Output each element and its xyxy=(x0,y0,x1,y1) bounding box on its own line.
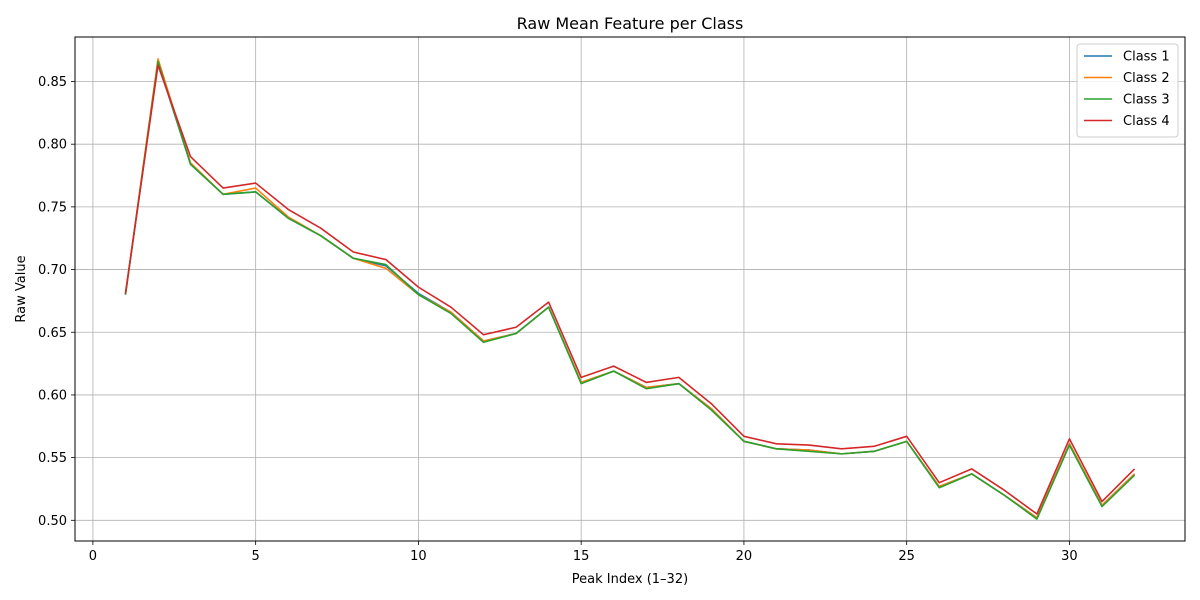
x-tick-label: 20 xyxy=(736,549,753,564)
y-tick-label: 0.60 xyxy=(38,388,67,403)
x-tick-label: 15 xyxy=(573,549,590,564)
y-tick-label: 0.70 xyxy=(38,263,67,278)
x-tick-label: 10 xyxy=(410,549,427,564)
x-axis-label: Peak Index (1–32) xyxy=(572,572,688,587)
legend-box xyxy=(1076,43,1179,138)
y-tick-label: 0.85 xyxy=(38,75,67,90)
y-tick-label: 0.50 xyxy=(38,514,67,529)
y-tick-label: 0.75 xyxy=(38,200,67,215)
x-tick-label: 30 xyxy=(1061,549,1078,564)
y-axis-label: Raw Value xyxy=(14,255,29,322)
y-tick-label: 0.80 xyxy=(38,138,67,153)
y-tick-label: 0.55 xyxy=(38,451,67,466)
series-line-class-4 xyxy=(124,64,1136,515)
ticks: 0 5 10 15 20 25 30 0.50 0.55 0.60 0.65 0.70 0.75 0.80… xyxy=(38,75,1078,564)
x-tick-label: 25 xyxy=(898,549,915,564)
legend: Class 1 Class 2 Class 3 Class 4 xyxy=(1076,43,1179,138)
legend-label: Class 1 xyxy=(1123,50,1170,65)
plot-frame xyxy=(74,36,1186,542)
series-line-class-3 xyxy=(124,60,1136,520)
legend-label: Class 4 xyxy=(1123,114,1170,129)
grid xyxy=(75,37,1185,541)
chart-title: Raw Mean Feature per Class xyxy=(517,14,744,33)
x-tick-label: 5 xyxy=(252,549,260,564)
x-tick-label: 0 xyxy=(89,549,97,564)
y-tick-label: 0.65 xyxy=(38,326,67,341)
legend-label: Class 3 xyxy=(1123,93,1170,108)
legend-label: Class 2 xyxy=(1123,71,1170,86)
series-layer xyxy=(124,58,1136,520)
